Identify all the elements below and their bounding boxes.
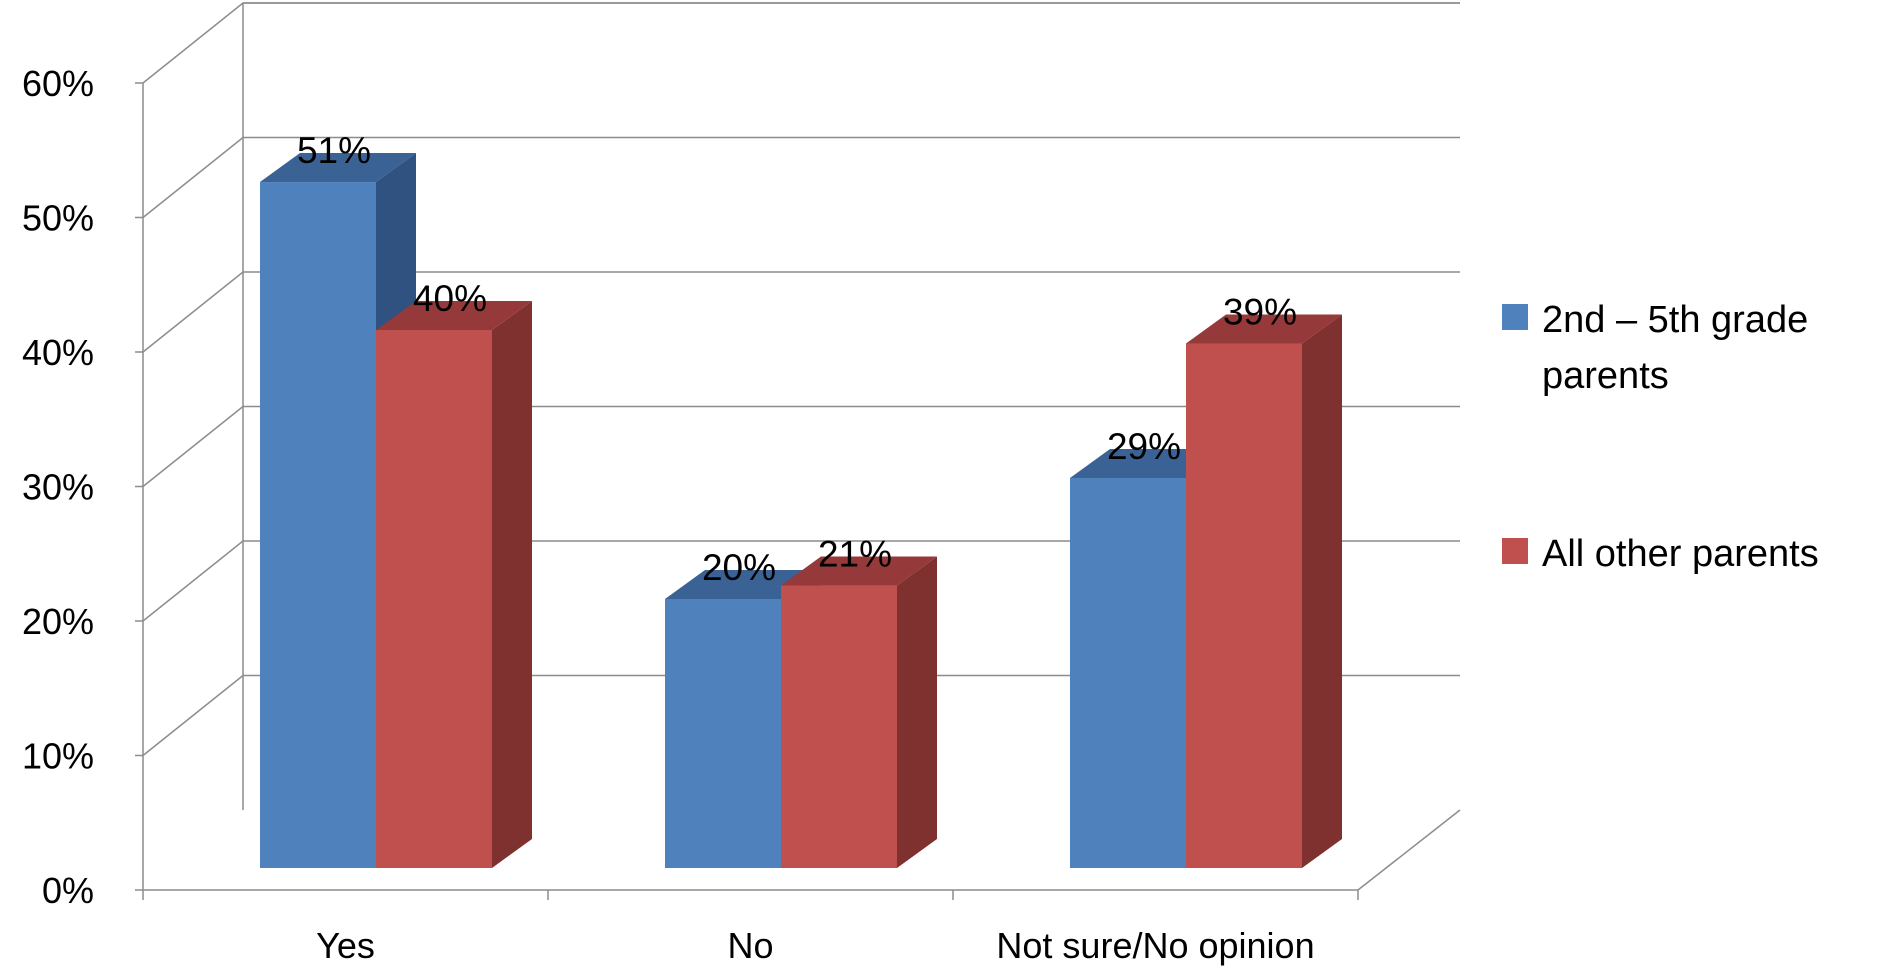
bar-side bbox=[1302, 314, 1342, 868]
gridline bbox=[143, 3, 1460, 83]
data-label: 39% bbox=[1223, 291, 1297, 332]
legend-label: parents bbox=[1542, 355, 1669, 397]
bar bbox=[376, 301, 532, 868]
bar-front bbox=[260, 182, 376, 868]
bar-side bbox=[897, 557, 937, 868]
y-tick-label: 30% bbox=[22, 467, 94, 508]
bar-front bbox=[781, 586, 897, 868]
bar-front bbox=[1070, 478, 1186, 868]
legend: 2nd – 5th grade parents All other parents bbox=[1502, 299, 1819, 575]
data-label: 20% bbox=[702, 547, 776, 588]
legend-item: All other parents bbox=[1502, 533, 1819, 575]
y-tick-label: 50% bbox=[22, 198, 94, 239]
y-tick-label: 40% bbox=[22, 332, 94, 373]
data-label: 40% bbox=[413, 278, 487, 319]
bar-front bbox=[1186, 343, 1302, 868]
legend-swatch bbox=[1502, 304, 1528, 330]
data-label: 29% bbox=[1107, 426, 1181, 467]
x-tick-label: No bbox=[727, 925, 773, 966]
y-tick-label: 20% bbox=[22, 601, 94, 642]
legend-swatch bbox=[1502, 538, 1528, 564]
legend-item: 2nd – 5th grade parents bbox=[1502, 299, 1808, 397]
bar bbox=[781, 557, 937, 868]
bar-side bbox=[492, 301, 532, 868]
bar-front bbox=[665, 599, 781, 868]
bar-front bbox=[376, 330, 492, 868]
y-tick-label: 60% bbox=[22, 63, 94, 104]
y-tick-label: 0% bbox=[42, 870, 94, 911]
data-label: 51% bbox=[297, 130, 371, 171]
legend-label: All other parents bbox=[1542, 533, 1819, 575]
x-tick-label: Not sure/No opinion bbox=[996, 925, 1314, 966]
bar bbox=[1186, 314, 1342, 868]
y-tick-label: 10% bbox=[22, 736, 94, 777]
legend-label: 2nd – 5th grade bbox=[1542, 299, 1808, 341]
bar-layer bbox=[260, 153, 1342, 868]
x-tick-label: Yes bbox=[316, 925, 375, 966]
data-label: 21% bbox=[818, 534, 892, 575]
